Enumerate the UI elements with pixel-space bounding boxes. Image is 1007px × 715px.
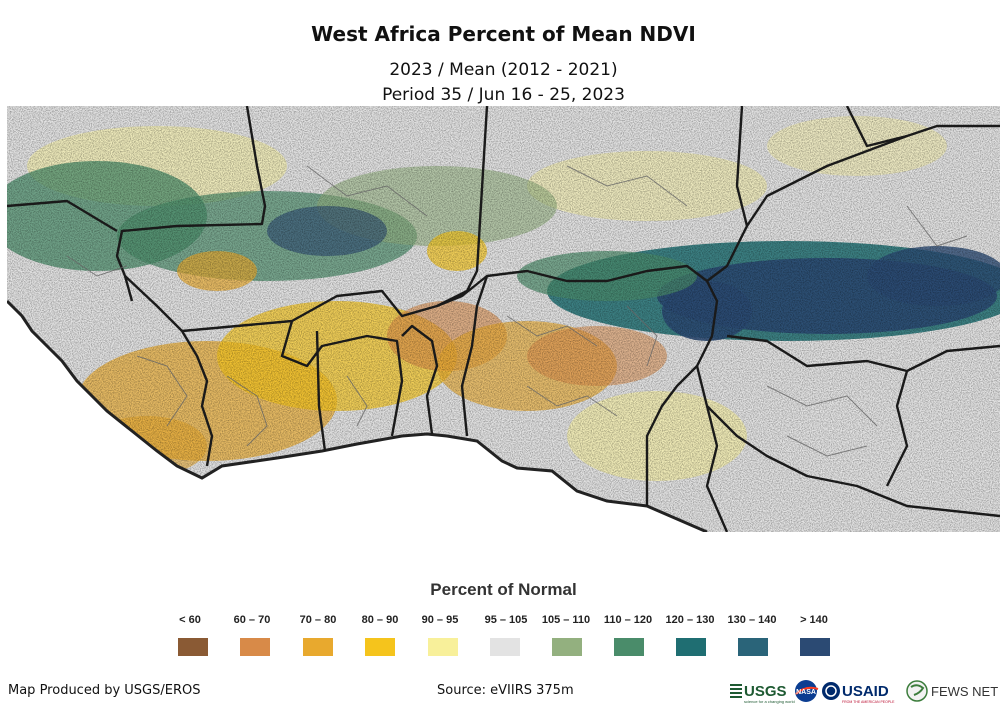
usgs-tagline: science for a changing world (744, 699, 795, 704)
legend-swatch (303, 638, 333, 656)
usaid-wordmark: USAID (842, 683, 889, 700)
usgs-wordmark: USGS (744, 683, 787, 700)
legend-swatch (676, 638, 706, 656)
legend-label: 120 – 130 (665, 614, 715, 626)
legend-swatch (738, 638, 768, 656)
legend-label: 90 – 95 (421, 614, 459, 626)
legend-swatch (490, 638, 520, 656)
nasa-logo: NASA (795, 680, 819, 702)
map-credit: Map Produced by USGS/EROS (8, 683, 201, 698)
legend-swatch (800, 638, 830, 656)
data-source: Source: eVIIRS 375m (437, 683, 574, 698)
country-borders (7, 106, 1000, 532)
legend-title: Percent of Normal (430, 580, 577, 599)
map-subtitle-ratio: 2023 / Mean (2012 - 2021) (389, 60, 618, 80)
legend-swatch (552, 638, 582, 656)
admin-borders (66, 165, 968, 457)
legend-label: < 60 (179, 614, 201, 626)
coastline (7, 299, 708, 532)
ndvi-map (7, 106, 1000, 532)
legend-label: 80 – 90 (361, 614, 399, 626)
legend-label: 70 – 80 (299, 614, 337, 626)
legend-swatch (428, 638, 458, 656)
map-title: West Africa Percent of Mean NDVI (311, 22, 696, 46)
usaid-tagline: FROM THE AMERICAN PEOPLE (842, 700, 895, 704)
legend-label: 60 – 70 (233, 614, 271, 626)
legend-swatch (240, 638, 270, 656)
partner-logos: USGS science for a changing world NASA U… (730, 680, 998, 704)
map-subtitle-period: Period 35 / Jun 16 - 25, 2023 (382, 85, 625, 105)
legend-swatch (178, 638, 208, 656)
legend-label: 110 – 120 (603, 614, 653, 626)
legend-swatch (365, 638, 395, 656)
legend-label: 95 – 105 (484, 614, 528, 626)
legend-label: 130 – 140 (727, 614, 777, 626)
fewsnet-logo: FEWS NET (906, 680, 998, 702)
legend-label: > 140 (800, 614, 828, 626)
usaid-logo: USAID FROM THE AMERICAN PEOPLE (822, 682, 895, 704)
vegetation-anomaly-layer (7, 106, 1000, 532)
usgs-logo: USGS science for a changing world (730, 683, 795, 704)
nasa-wordmark: NASA (796, 689, 816, 696)
fewsnet-wordmark: FEWS NET (931, 684, 998, 699)
legend-label: 105 – 110 (541, 614, 591, 626)
legend-swatch (614, 638, 644, 656)
